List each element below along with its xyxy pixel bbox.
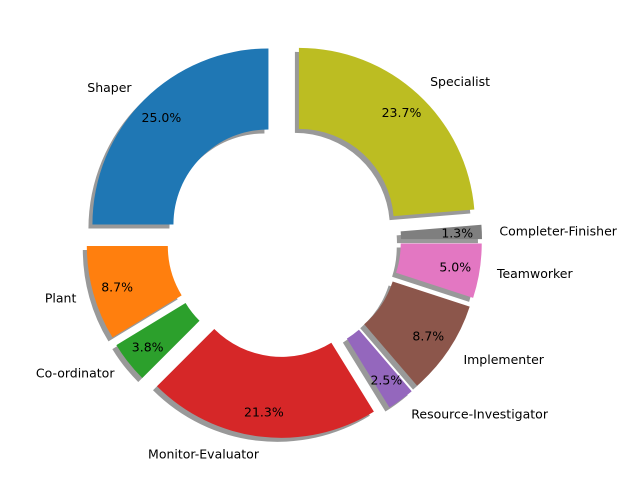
category-label-resource-investigator: Resource-Investigator — [411, 407, 549, 422]
value-label-resource-investigator: 2.5% — [370, 372, 402, 387]
category-label-specialist: Specialist — [430, 74, 490, 89]
value-label-co-ordinator: 3.8% — [132, 340, 164, 355]
value-label-implementer: 8.7% — [412, 329, 444, 344]
wedge-specialist — [298, 47, 475, 217]
wedge-layer — [86, 47, 482, 438]
category-label-implementer: Implementer — [463, 352, 544, 367]
wedge-teamworker — [396, 243, 482, 298]
wedge-co-ordinator — [116, 302, 200, 379]
value-label-teamworker: 5.0% — [439, 260, 471, 275]
wedge-plant — [86, 245, 182, 338]
category-label-completer-finisher: Completer-Finisher — [499, 224, 617, 239]
wedge-completer-finisher — [400, 224, 482, 240]
value-label-plant: 8.7% — [101, 279, 133, 294]
wedge-implementer — [364, 281, 470, 386]
category-label-monitor-evaluator: Monitor-Evaluator — [148, 447, 260, 462]
category-label-teamworker: Teamworker — [496, 266, 574, 281]
category-label-plant: Plant — [45, 291, 77, 306]
value-label-monitor-evaluator: 21.3% — [244, 405, 284, 420]
wedge-monitor-evaluator — [156, 329, 374, 438]
wedge-resource-investigator — [346, 329, 412, 408]
category-label-shaper: Shaper — [87, 80, 132, 95]
wedge-shaper — [92, 48, 269, 225]
category-label-co-ordinator: Co-ordinator — [36, 366, 115, 381]
value-label-completer-finisher: 1.3% — [441, 225, 473, 240]
value-label-shaper: 25.0% — [142, 110, 182, 125]
value-label-specialist: 23.7% — [382, 105, 422, 120]
label-layer: 25.0% Shaper 8.7% Plant 3.8% Co-ordinator 21.3… — [36, 74, 618, 462]
